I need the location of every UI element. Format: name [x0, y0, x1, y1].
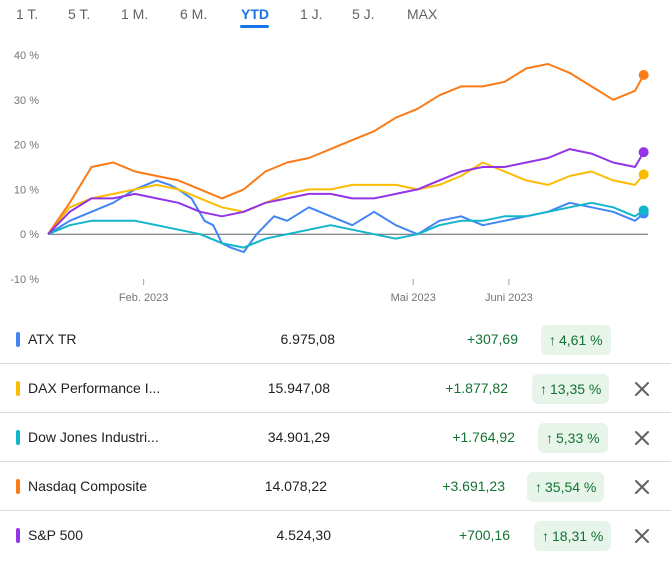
- percent-change-label: 35,54 %: [545, 479, 597, 495]
- percent-change-badge: ↑ 13,35 %: [532, 374, 610, 404]
- percent-change-label: 13,35 %: [550, 381, 602, 397]
- series-layer: [47, 63, 649, 254]
- instrument-name: S&P 500: [28, 527, 84, 543]
- active-tab-indicator: [240, 25, 269, 28]
- y-tick-label: 20 %: [14, 140, 39, 152]
- instrument-change: +307,69: [467, 331, 518, 347]
- list-row-dax[interactable]: DAX Performance I... 15.947,08 +1.877,82…: [0, 364, 671, 413]
- tab-ytd[interactable]: YTD: [241, 6, 269, 22]
- series-color-swatch: [16, 528, 20, 543]
- instrument-name: DAX Performance I...: [28, 380, 161, 396]
- percent-change-badge: ↑ 35,54 %: [527, 472, 605, 502]
- y-tick-label: 0 %: [20, 229, 39, 241]
- series-line: [47, 179, 645, 254]
- list-row-sp500[interactable]: S&P 500 4.524,30 +700,16 ↑ 18,31 %: [0, 511, 671, 560]
- instrument-value: 14.078,22: [264, 478, 327, 494]
- list-row-atx[interactable]: ATX TR 6.975,08 +307,69 ↑ 4,61 %: [0, 315, 671, 364]
- close-icon[interactable]: [632, 477, 652, 497]
- percent-change-label: 5,33 %: [556, 430, 600, 446]
- list-row-dow[interactable]: Dow Jones Industri... 34.901,29 +1.764,9…: [0, 413, 671, 462]
- y-axis: 40 % 30 % 20 % 10 % 0 % -10 %: [10, 50, 648, 286]
- close-icon[interactable]: [632, 428, 652, 448]
- tab-1d[interactable]: 1 T.: [16, 6, 39, 22]
- percent-change-badge: ↑ 5,33 %: [538, 423, 608, 453]
- instrument-change: +700,16: [459, 527, 510, 543]
- series-color-swatch: [16, 381, 20, 396]
- range-tabs: 1 T. 5 T. 1 M. 6 M. YTD 1 J. 5 J. MAX: [0, 0, 671, 30]
- y-tick-label: 40 %: [14, 50, 39, 62]
- tab-5y[interactable]: 5 J.: [352, 6, 375, 22]
- series-s-p-500: [47, 147, 649, 235]
- arrow-up-icon: ↑: [546, 430, 553, 446]
- instrument-value: 4.524,30: [276, 527, 332, 543]
- x-tick-label: Juni 2023: [485, 292, 533, 304]
- arrow-up-icon: ↑: [542, 528, 549, 544]
- arrow-up-icon: ↑: [540, 381, 547, 397]
- instrument-change: +3.691,23: [442, 478, 505, 494]
- series-dax-performance-i: [47, 161, 649, 235]
- tab-5d[interactable]: 5 T.: [68, 6, 91, 22]
- percent-change-label: 4,61 %: [559, 332, 603, 348]
- y-tick-label: 10 %: [14, 184, 39, 196]
- close-icon[interactable]: [632, 526, 652, 546]
- series-line: [47, 161, 645, 235]
- list-row-nasdaq[interactable]: Nasdaq Composite 14.078,22 +3.691,23 ↑ 35…: [0, 462, 671, 511]
- series-atx-tr: [47, 179, 649, 254]
- instrument-change: +1.877,82: [445, 380, 508, 396]
- y-tick-label: 30 %: [14, 95, 39, 107]
- tab-1m[interactable]: 1 M.: [121, 6, 149, 22]
- instrument-change: +1.764,92: [452, 429, 515, 445]
- percent-change-badge: ↑ 4,61 %: [541, 325, 611, 355]
- percent-change-badge: ↑ 18,31 %: [534, 521, 612, 551]
- series-dow-jones-industri: [47, 201, 649, 249]
- series-color-swatch: [16, 332, 20, 347]
- arrow-up-icon: ↑: [535, 479, 542, 495]
- tab-6m[interactable]: 6 M.: [180, 6, 208, 22]
- series-line: [47, 148, 645, 235]
- tab-1y[interactable]: 1 J.: [300, 6, 323, 22]
- instrument-name: ATX TR: [28, 331, 77, 347]
- instrument-value: 34.901,29: [267, 429, 330, 445]
- instrument-value: 6.975,08: [280, 331, 336, 347]
- instrument-name: Dow Jones Industri...: [28, 429, 159, 445]
- series-nasdaq-composite: [47, 63, 649, 235]
- percent-change-label: 18,31 %: [552, 528, 604, 544]
- instrument-name: Nasdaq Composite: [28, 478, 148, 494]
- series-end-point: [638, 205, 649, 216]
- x-tick-label: Mai 2023: [391, 292, 436, 304]
- series-color-swatch: [16, 479, 20, 494]
- arrow-up-icon: ↑: [549, 332, 556, 348]
- series-end-point: [638, 169, 649, 180]
- x-tick-label: Feb. 2023: [119, 292, 169, 304]
- comparison-chart[interactable]: 40 % 30 % 20 % 10 % 0 % -10 % Feb. 2023 Mai 20…: [0, 30, 671, 310]
- y-tick-label: -10 %: [10, 274, 39, 286]
- close-icon[interactable]: [632, 379, 652, 399]
- instrument-value: 15.947,08: [267, 380, 330, 396]
- series-end-point: [638, 147, 649, 158]
- series-color-swatch: [16, 430, 20, 445]
- series-line: [47, 201, 645, 249]
- x-axis: Feb. 2023 Mai 2023 Juni 2023: [119, 279, 533, 304]
- tab-max[interactable]: MAX: [407, 6, 438, 22]
- series-line: [47, 63, 645, 235]
- series-end-point: [638, 69, 649, 80]
